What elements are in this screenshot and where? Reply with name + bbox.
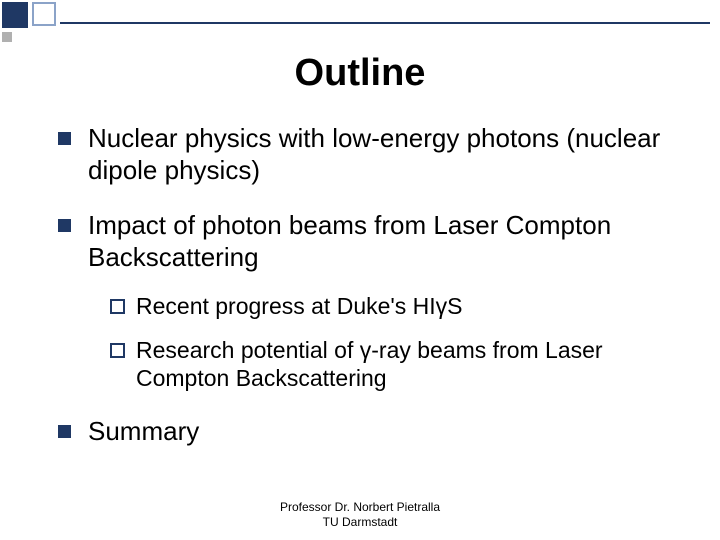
footer-line-2: TU Darmstadt xyxy=(0,515,720,530)
sub-bullet-item: Recent progress at Duke's HIγS xyxy=(110,292,672,320)
sub-bullet-item: Research potential of γ-ray beams from L… xyxy=(110,336,672,392)
footer: Professor Dr. Norbert Pietralla TU Darms… xyxy=(0,500,720,530)
footer-line-1: Professor Dr. Norbert Pietralla xyxy=(0,500,720,515)
bullet-item: Summary xyxy=(58,416,672,448)
sub-bullet-text: Recent progress at Duke's HIγS xyxy=(136,293,463,319)
slide-title: Outline xyxy=(48,52,672,95)
sub-bullet-list: Recent progress at Duke's HIγS Research … xyxy=(88,292,672,392)
bullet-text: Nuclear physics with low-energy photons … xyxy=(88,123,660,185)
sub-bullet-text: Research potential of γ-ray beams from L… xyxy=(136,337,603,391)
slide-body: Outline Nuclear physics with low-energy … xyxy=(0,0,720,540)
bullet-list: Nuclear physics with low-energy photons … xyxy=(48,123,672,448)
bullet-item: Impact of photon beams from Laser Compto… xyxy=(58,210,672,392)
bullet-text: Impact of photon beams from Laser Compto… xyxy=(88,210,611,272)
bullet-text: Summary xyxy=(88,416,199,446)
bullet-item: Nuclear physics with low-energy photons … xyxy=(58,123,672,186)
